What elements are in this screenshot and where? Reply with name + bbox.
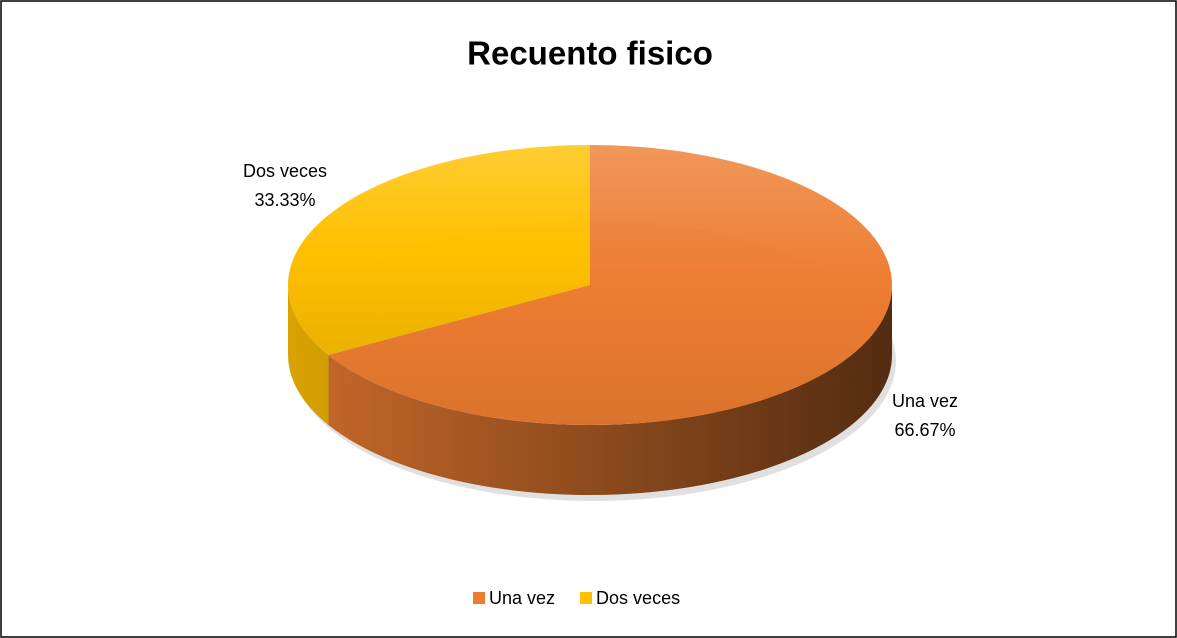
chart-title: Recuento fisico [467, 35, 713, 72]
pie-slice [328, 145, 892, 425]
pie-slice [287, 145, 590, 355]
legend-label: Dos veces [596, 588, 680, 608]
data-label-value: 33.33% [254, 190, 315, 210]
data-label-name: Una vez [892, 391, 958, 411]
data-label-name: Dos veces [243, 161, 327, 181]
legend-label: Una vez [489, 588, 555, 608]
slice-side [288, 285, 329, 425]
legend-swatch [580, 592, 593, 604]
slice-side [328, 285, 892, 496]
legend-swatch [473, 592, 485, 604]
data-label-value: 66.67% [894, 420, 955, 440]
